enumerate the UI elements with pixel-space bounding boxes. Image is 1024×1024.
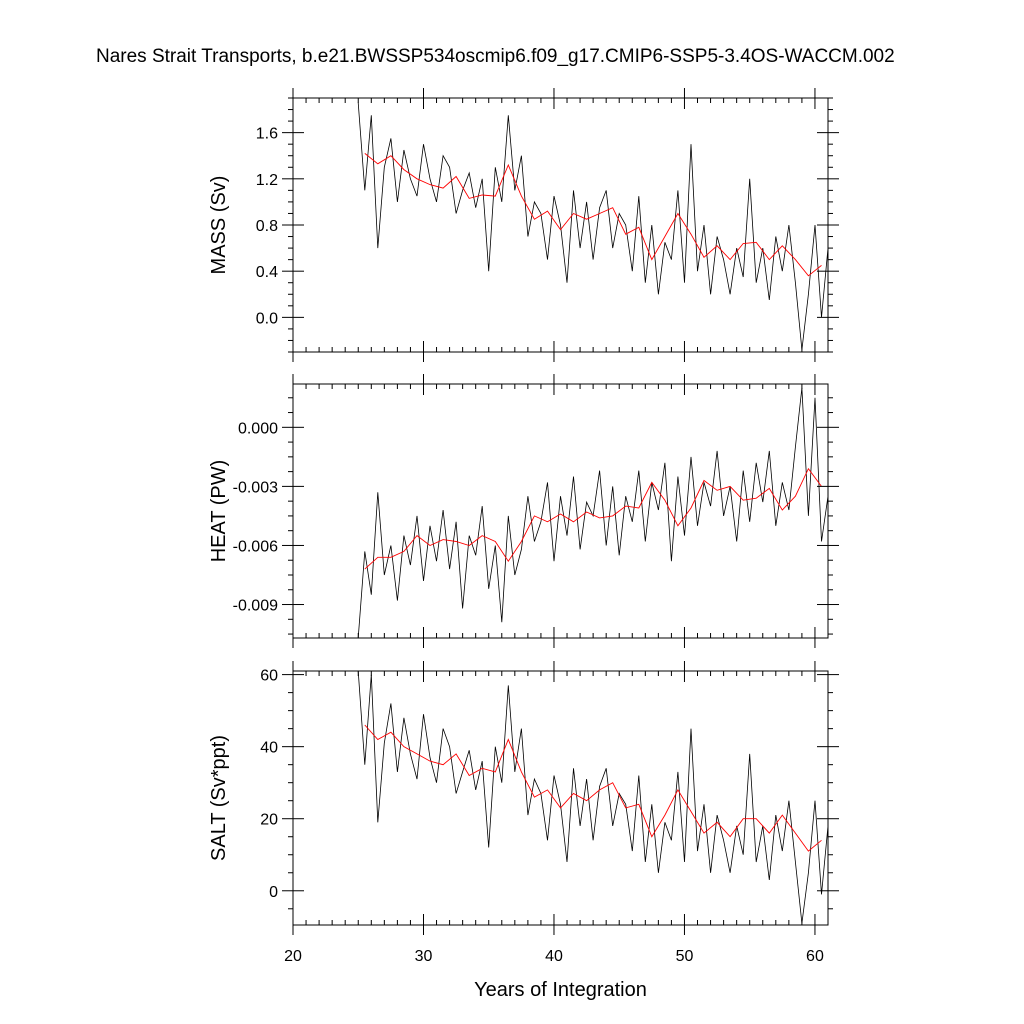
panel-top: 0.0 0.4 0.8 1.2 1.6 MASS (Sv) bbox=[208, 88, 839, 362]
y-tick-label-bottom: 60 bbox=[260, 668, 278, 685]
smoothed-series-line-bottom bbox=[364, 724, 822, 852]
y-tick-label-middle: -0.006 bbox=[233, 538, 278, 555]
panel-bottom: 0 20 40 60 SALT (Sv*ppt) 20 30 40 50 60 Years of I… bbox=[208, 661, 839, 1001]
raw-series-line-middle bbox=[357, 387, 828, 638]
x-tick-label: 40 bbox=[545, 948, 563, 965]
raw-series-line-top bbox=[357, 102, 828, 350]
y-axis-label-top: MASS (Sv) bbox=[208, 176, 230, 275]
smoothed-series-line-top bbox=[364, 153, 822, 277]
y-tick-label-top: 1.2 bbox=[256, 172, 278, 189]
y-axis-label-bottom: SALT (Sv*ppt) bbox=[208, 735, 230, 861]
smoothed-series-line-middle bbox=[364, 467, 822, 570]
y-tick-label-top: 0.4 bbox=[256, 264, 278, 281]
y-tick-label-middle: 0.000 bbox=[238, 420, 278, 437]
y-tick-label-top: 0.8 bbox=[256, 218, 278, 235]
chart-title: Nares Strait Transports, b.e21.BWSSP534o… bbox=[96, 46, 895, 67]
plot-frame-middle bbox=[292, 383, 829, 639]
panel-middle: -0.009 -0.006 -0.003 0.000 HEAT (PW) bbox=[208, 374, 839, 648]
plot-frame-bottom bbox=[292, 670, 829, 926]
x-tick-label: 60 bbox=[806, 948, 824, 965]
y-tick-label-bottom: 20 bbox=[260, 812, 278, 829]
raw-series-line-bottom bbox=[357, 671, 828, 924]
y-tick-label-bottom: 40 bbox=[260, 740, 278, 757]
y-axis-label-middle: HEAT (PW) bbox=[208, 460, 230, 563]
y-tick-label-bottom: 0 bbox=[269, 884, 278, 901]
x-axis-label: Years of Integration bbox=[474, 979, 647, 1001]
x-tick-label: 30 bbox=[415, 948, 433, 965]
x-tick-label: 20 bbox=[284, 948, 302, 965]
x-tick-label: 50 bbox=[676, 948, 694, 965]
y-tick-label-top: 0.0 bbox=[256, 310, 278, 327]
y-tick-label-middle: -0.009 bbox=[233, 598, 278, 615]
y-tick-label-top: 1.6 bbox=[256, 126, 278, 143]
y-tick-label-middle: -0.003 bbox=[233, 479, 278, 496]
